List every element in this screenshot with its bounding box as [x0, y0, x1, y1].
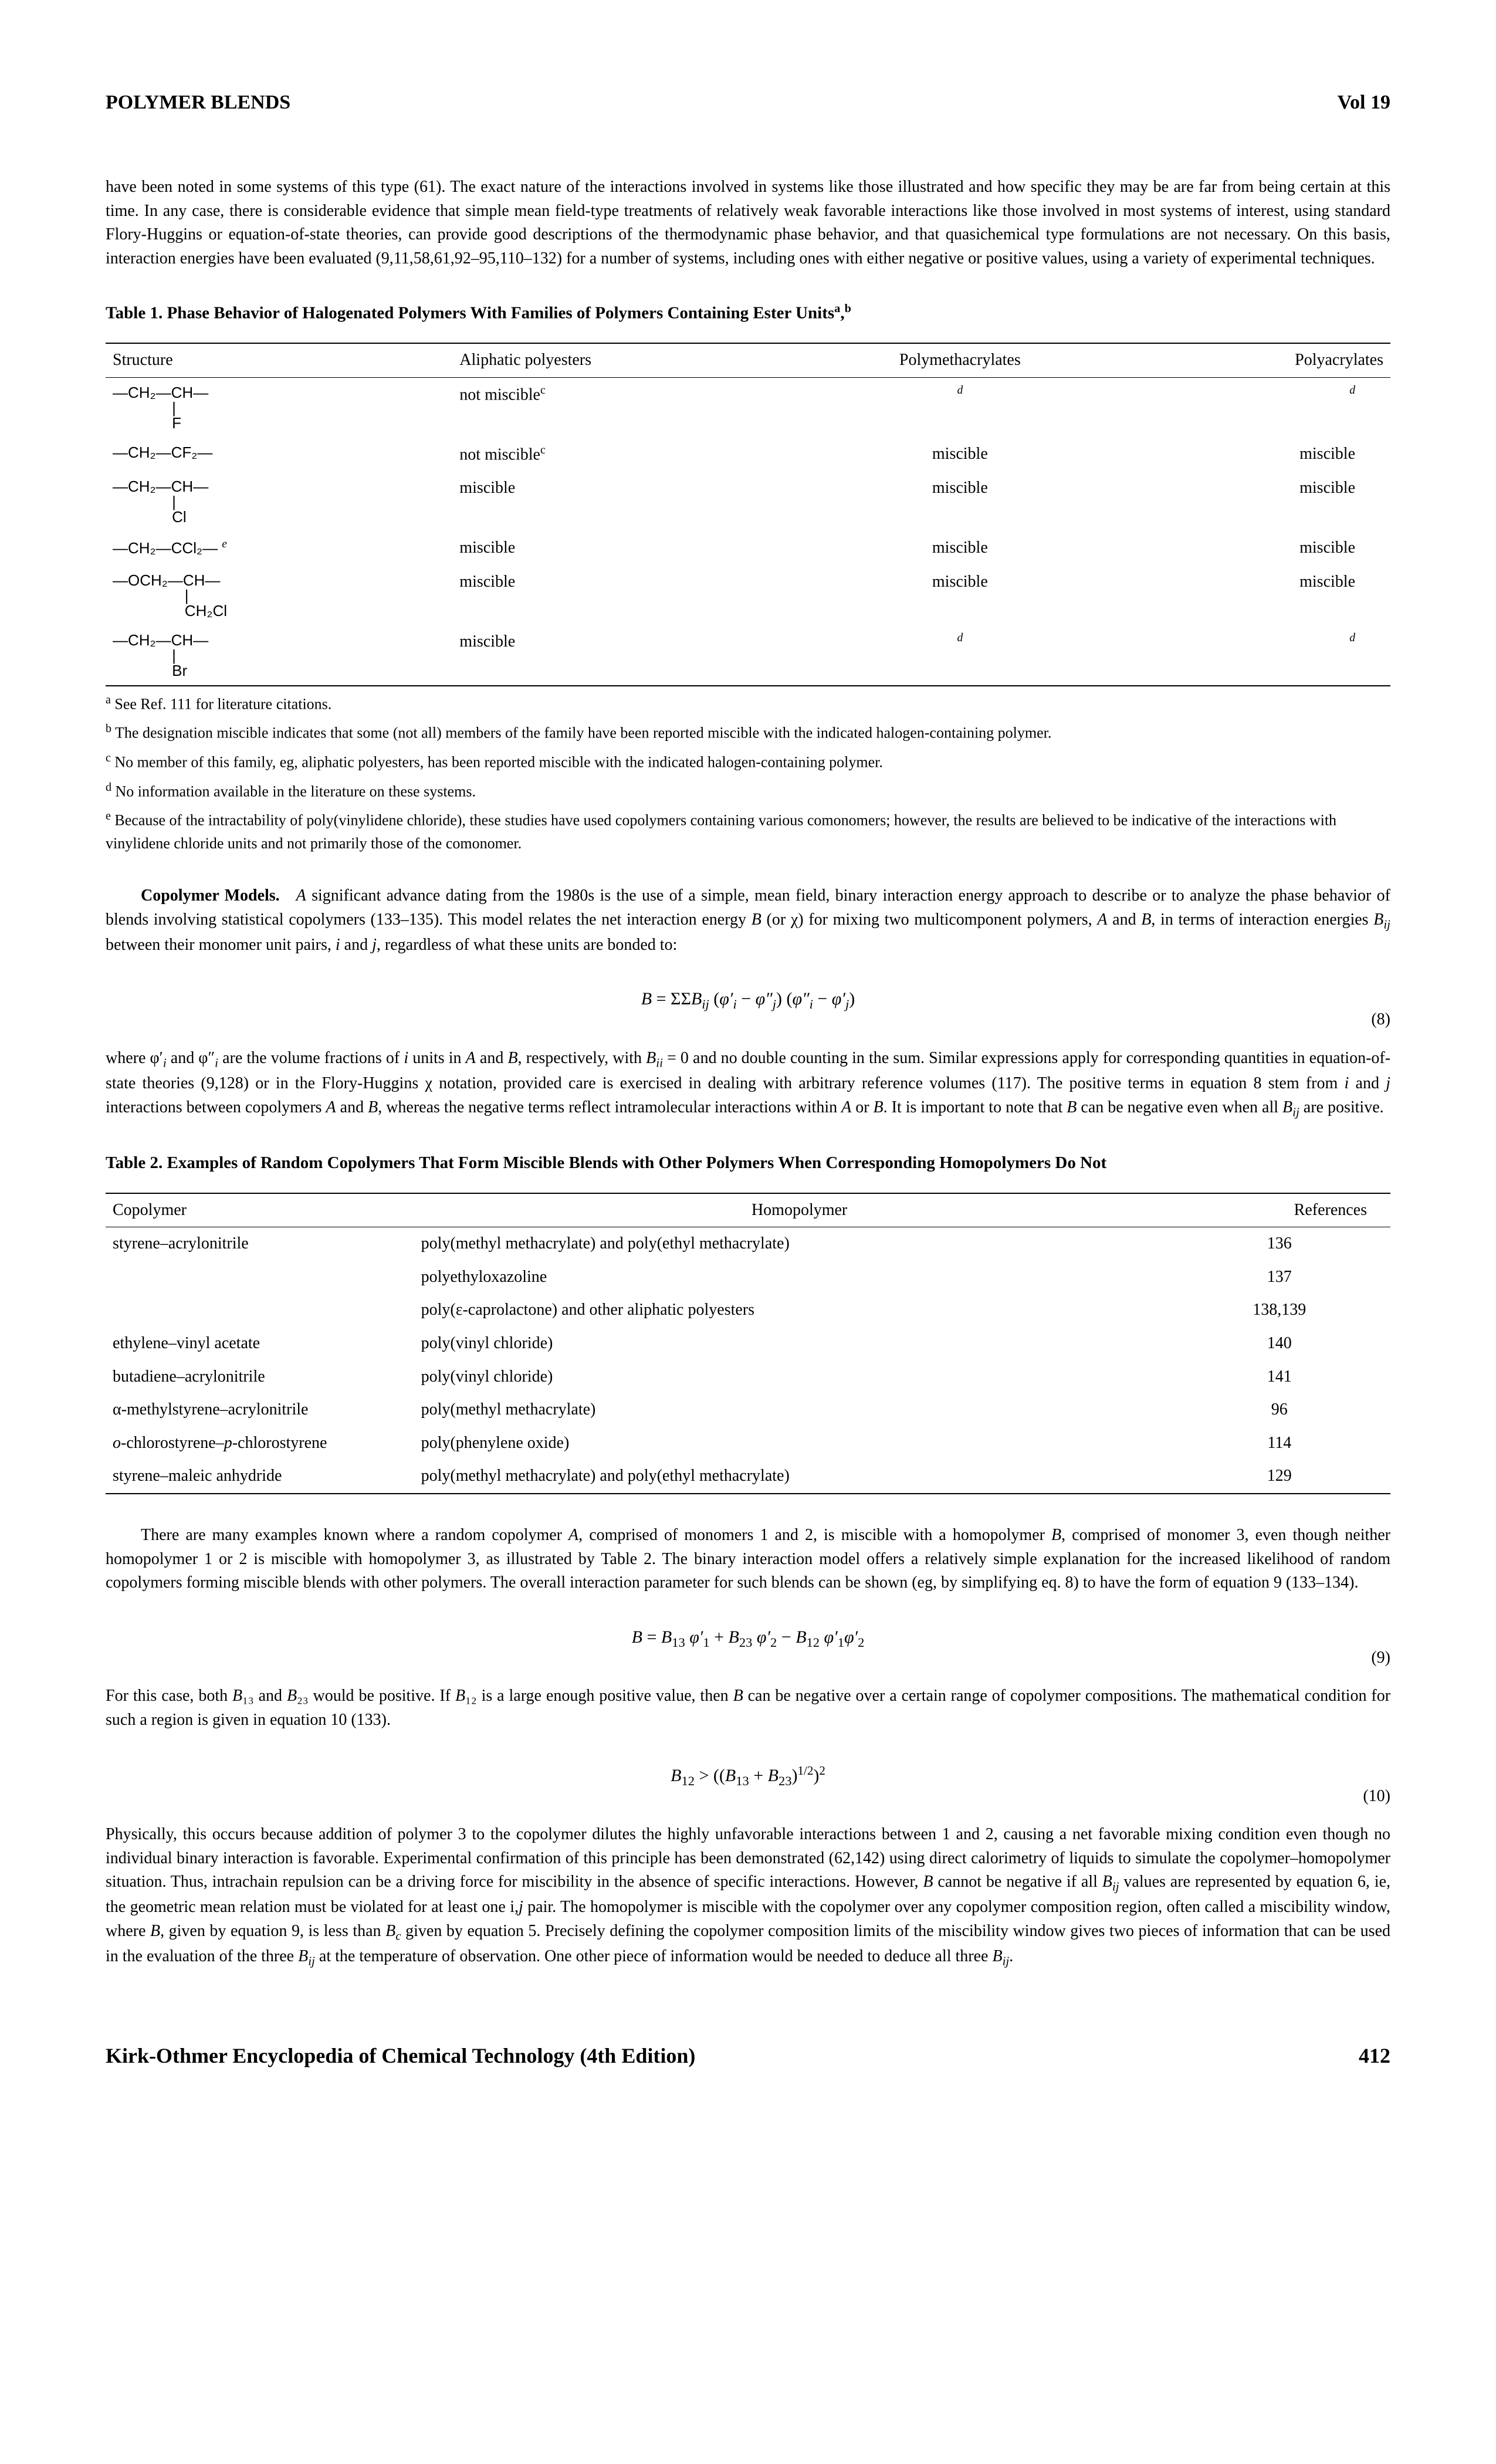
t1-c3: miscible — [1133, 532, 1390, 566]
table2: Copolymer Homopolymer References styrene… — [106, 1193, 1390, 1494]
t2-h0: Copolymer — [106, 1193, 414, 1227]
copolymer-heading: Copolymer Models. — [141, 886, 280, 905]
t2-ref: 138,139 — [1185, 1294, 1390, 1327]
t1-c3: miscible — [1133, 438, 1390, 472]
t2-cop — [106, 1294, 414, 1327]
after-table2-p1: There are many examples known where a ra… — [106, 1524, 1390, 1595]
table1-title: Table 1. Phase Behavior of Halogenated P… — [106, 300, 1390, 326]
t2-ref: 96 — [1185, 1393, 1390, 1427]
table1-title-text: Table 1. Phase Behavior of Halogenated P… — [106, 303, 834, 322]
t2-ref: 141 — [1185, 1360, 1390, 1394]
t2-cop: butadiene–acrylonitrile — [106, 1360, 414, 1394]
t1-c2: miscible — [787, 532, 1133, 566]
t1-fn-b: b The designation miscible indicates tha… — [106, 720, 1390, 744]
t1-c2: d — [787, 377, 1133, 438]
eq10-num: (10) — [1363, 1785, 1390, 1809]
header-volume: Vol 19 — [1338, 88, 1390, 117]
t1-h0: Structure — [106, 343, 452, 377]
after-eq10: Physically, this occurs because addition… — [106, 1823, 1390, 1970]
t2-homo: polyethyloxazoline — [414, 1261, 1185, 1294]
t1-h1: Aliphatic polyesters — [452, 343, 786, 377]
table1: Structure Aliphatic polyesters Polymetha… — [106, 343, 1390, 686]
t1-h2: Polymethacrylates — [787, 343, 1133, 377]
t2-cop: ethylene–vinyl acetate — [106, 1327, 414, 1360]
copolymer-para: Copolymer Models. A significant advance … — [106, 884, 1390, 957]
equation-9: B = B13 φ′1 + B23 φ′2 − B12 φ′1φ′2 (9) — [106, 1624, 1390, 1653]
t1-c1: miscible — [452, 566, 786, 625]
t2-homo: poly(methyl methacrylate) — [414, 1393, 1185, 1427]
t1-struct: —CH₂—CH— | F — [106, 377, 452, 438]
t2-homo: poly(vinyl chloride) — [414, 1360, 1185, 1394]
t1-c1: miscible — [452, 532, 786, 566]
t1-fn-c: c No member of this family, eg, aliphati… — [106, 749, 1390, 774]
t1-c3: d — [1133, 377, 1390, 438]
t1-c1: not misciblec — [452, 438, 786, 472]
t2-ref: 136 — [1185, 1227, 1390, 1261]
t1-struct: —CH₂—CF₂— — [106, 438, 452, 472]
t1-c1: miscible — [452, 472, 786, 532]
t1-c3: miscible — [1133, 472, 1390, 532]
t1-struct: —OCH₂—CH— | CH₂Cl — [106, 566, 452, 625]
t2-homo: poly(ε-caprolactone) and other aliphatic… — [414, 1294, 1185, 1327]
t2-h1: Homopolymer — [414, 1193, 1185, 1227]
t2-h2: References — [1185, 1193, 1390, 1227]
t2-cop: styrene–acrylonitrile — [106, 1227, 414, 1261]
equation-8: B = ΣΣBij (φ′i − φ″j) (φ″i − φ′j) (8) — [106, 986, 1390, 1014]
t2-ref: 114 — [1185, 1427, 1390, 1460]
t2-homo: poly(phenylene oxide) — [414, 1427, 1185, 1460]
t1-c3: miscible — [1133, 566, 1390, 625]
t1-fn-a: a See Ref. 111 for literature citations. — [106, 691, 1390, 716]
t2-ref: 129 — [1185, 1460, 1390, 1494]
t2-homo: poly(methyl methacrylate) and poly(ethyl… — [414, 1460, 1185, 1494]
t2-homo: poly(vinyl chloride) — [414, 1327, 1185, 1360]
t2-cop: o-chlorostyrene–p-chlorostyrene — [106, 1427, 414, 1460]
t2-cop: α-methylstyrene–acrylonitrile — [106, 1393, 414, 1427]
t2-ref: 140 — [1185, 1327, 1390, 1360]
t2-ref: 137 — [1185, 1261, 1390, 1294]
t1-h3: Polyacrylates — [1133, 343, 1390, 377]
t1-c3: d — [1133, 625, 1390, 686]
t2-cop — [106, 1261, 414, 1294]
after-eq9: For this case, both B₁₃ and B₂₃ would be… — [106, 1684, 1390, 1732]
eq8-num: (8) — [1371, 1008, 1390, 1032]
page-header: POLYMER BLENDS Vol 19 — [106, 88, 1390, 117]
page-footer: Kirk-Othmer Encyclopedia of Chemical Tec… — [106, 2040, 1390, 2071]
copolymer-text: A significant advance dating from the 19… — [106, 886, 1390, 954]
table2-title: Table 2. Examples of Random Copolymers T… — [106, 1150, 1390, 1175]
footer-title: Kirk-Othmer Encyclopedia of Chemical Tec… — [106, 2040, 695, 2071]
header-title: POLYMER BLENDS — [106, 88, 290, 117]
t1-struct: —CH₂—CH— | Cl — [106, 472, 452, 532]
t2-homo: poly(methyl methacrylate) and poly(ethyl… — [414, 1227, 1185, 1261]
t1-c2: d — [787, 625, 1133, 686]
intro-paragraph: have been noted in some systems of this … — [106, 175, 1390, 270]
after-eq8: where φ′i and φ″i are the volume fractio… — [106, 1047, 1390, 1121]
equation-10: B12 > ((B13 + B23)1/2)2 (10) — [106, 1762, 1390, 1791]
footer-page: 412 — [1359, 2040, 1390, 2071]
t1-struct: —CH₂—CCl₂— e — [106, 532, 452, 566]
t1-c2: miscible — [787, 566, 1133, 625]
t1-c1: miscible — [452, 625, 786, 686]
t2-cop: styrene–maleic anhydride — [106, 1460, 414, 1494]
t1-c2: miscible — [787, 438, 1133, 472]
t1-fn-e: e Because of the intractability of poly(… — [106, 807, 1390, 855]
t1-struct: —CH₂—CH— | Br — [106, 625, 452, 686]
t1-c1: not misciblec — [452, 377, 786, 438]
t1-c2: miscible — [787, 472, 1133, 532]
eq9-num: (9) — [1371, 1646, 1390, 1670]
t1-fn-d: d No information available in the litera… — [106, 779, 1390, 803]
